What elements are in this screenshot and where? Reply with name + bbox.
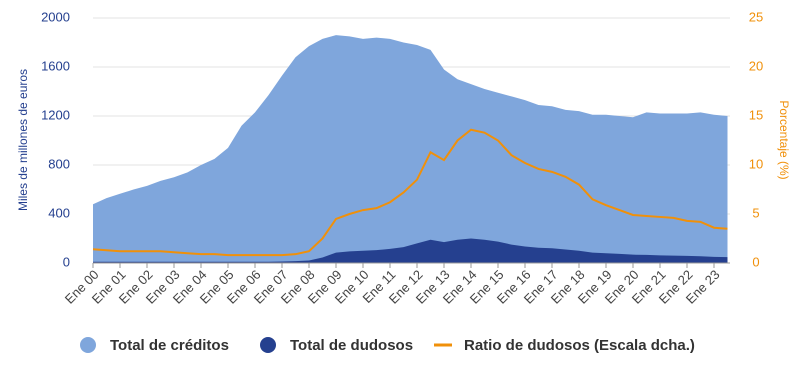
legend-marker (80, 337, 96, 353)
y2-tick-label: 15 (749, 107, 763, 122)
legend-label: Total de créditos (110, 337, 229, 354)
y2-tick-label: 5 (752, 205, 759, 220)
y-tick-label: 400 (48, 205, 70, 220)
area (93, 35, 728, 264)
legend-label: Ratio de dudosos (Escala dcha.) (464, 337, 695, 354)
y2-axis-title: Porcentaje (%) (777, 100, 791, 179)
area (93, 238, 728, 263)
y-axis-title: Miles de millones de euros (16, 69, 30, 211)
y-tick-label: 0 (63, 254, 70, 269)
y-tick-label: 1200 (41, 107, 70, 122)
legend-label: Total de dudosos (290, 337, 413, 354)
y2-tick-label: 20 (749, 58, 763, 73)
y-tick-label: 2000 (41, 9, 70, 24)
ratio-line (92, 128, 728, 257)
legend-marker (260, 337, 276, 353)
y2-tick-label: 25 (749, 9, 763, 24)
y2-tick-label: 10 (749, 156, 763, 171)
y-tick-label: 800 (48, 156, 70, 171)
y-tick-label: 1600 (41, 58, 70, 73)
y2-tick-label: 0 (752, 254, 759, 269)
